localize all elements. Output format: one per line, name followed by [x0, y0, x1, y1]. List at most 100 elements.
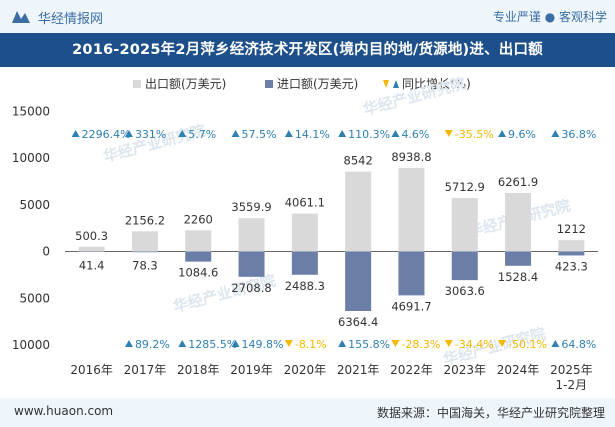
growth-label: 2296.4%: [82, 128, 131, 141]
export-value-label: 2156.2: [125, 213, 165, 227]
y-axis: 15000 10000 5000 0 5000 10000: [12, 104, 50, 352]
export-bar: [131, 231, 158, 252]
watermarks: 华经产业研究院华经产业研究院华经产业研究院华经产业研究院华经产业研究院: [101, 74, 572, 369]
chart: 出口额(万美元) 进口额(万美元) 同比增长(%) 华经产业研究院华经产业研究院华经…: [12, 74, 598, 392]
import-bar: [131, 251, 158, 253]
x-axis-labels: 2016年 2017年 2018年 2019年 2020年 2021年 2022年 2023年…: [70, 363, 592, 392]
legend-export-swatch: [133, 80, 141, 88]
export-bar: [345, 171, 372, 252]
import-bar: [185, 251, 212, 262]
import-value-label: 423.3: [555, 259, 588, 273]
export-value-label: 1212: [557, 222, 586, 236]
y-tick-label: 10000: [12, 338, 50, 352]
up-triangle-icon: [178, 130, 187, 137]
footer-source: 数据来源：中国海关，华经产业研究院整理: [376, 406, 605, 420]
x-tick-label: 2018年: [177, 363, 220, 377]
export-value-label: 6261.9: [498, 175, 538, 189]
x-tick-label: 2024年: [497, 363, 540, 377]
down-triangle-icon: [284, 340, 293, 347]
export-value-label: 5712.9: [445, 180, 485, 194]
up-triangle-icon: [231, 340, 240, 347]
export-bar: [398, 167, 425, 252]
import-value-label: 2488.3: [285, 279, 325, 293]
down-triangle-icon: [498, 340, 507, 347]
title-bar: [0, 33, 615, 67]
bars: [78, 167, 585, 312]
growth-label: 14.1%: [295, 128, 330, 141]
export-bar: [291, 213, 318, 252]
export-bar: [238, 218, 265, 252]
x-tick-label: 2023年: [443, 363, 486, 377]
down-triangle-icon: [391, 340, 400, 347]
import-bar: [345, 251, 372, 312]
growth-labels: 2296.4% 331% 5.7% 57.5% 14.1% 110.3% 4.6% -35.5…: [71, 128, 596, 351]
import-value-label: 1528.4: [498, 270, 538, 284]
export-bar: [185, 230, 212, 252]
up-triangle-icon: [338, 130, 347, 137]
export-value-label: 2260: [184, 212, 213, 226]
growth-label: 57.5%: [242, 128, 277, 141]
growth-label: 149.8%: [242, 338, 284, 351]
legend-up-triangle-icon: [393, 80, 399, 88]
up-triangle-icon: [551, 340, 560, 347]
y-tick-label: 5000: [19, 291, 50, 305]
up-triangle-icon: [391, 130, 400, 137]
legend-growth-label: 同比增长(%): [402, 77, 471, 91]
growth-label: -50.1%: [508, 338, 547, 351]
x-tick-label: 2017年: [124, 363, 167, 377]
growth-label: 89.2%: [135, 338, 170, 351]
data-labels: 500.3 41.4 2156.2 78.3 2260 1084.6 3559.9 2708.…: [75, 150, 588, 329]
x-tick-label: 2019年: [230, 363, 273, 377]
footer-bar: [0, 398, 615, 427]
chart-title: 2016-2025年2月萍乡经济技术开发区(境内目的地/货源地)进、出口额: [72, 42, 543, 58]
footer-website: www.huaon.com: [14, 404, 114, 418]
site-name: 华经情报网: [38, 12, 104, 27]
export-bar: [78, 246, 105, 252]
growth-label: -34.4%: [455, 338, 494, 351]
legend-import-swatch: [265, 80, 273, 88]
header-bar: [0, 0, 615, 33]
export-bar: [505, 192, 532, 252]
up-triangle-icon: [124, 130, 133, 137]
up-triangle-icon: [231, 130, 240, 137]
x-tick-label: 2022年: [390, 363, 433, 377]
import-value-label: 3063.6: [445, 284, 485, 298]
growth-label: 9.6%: [508, 128, 536, 141]
up-triangle-icon: [284, 130, 293, 137]
import-value-label: 2708.8: [231, 281, 271, 295]
export-bar: [451, 198, 478, 252]
growth-label: -35.5%: [455, 128, 494, 141]
up-triangle-icon: [124, 340, 133, 347]
export-bar: [558, 240, 585, 252]
export-value-label: 8938.8: [391, 150, 431, 164]
growth-label: 110.3%: [348, 128, 390, 141]
import-bar: [505, 251, 532, 266]
growth-label: 4.6%: [401, 128, 429, 141]
import-bar: [398, 251, 425, 296]
growth-label: 36.8%: [561, 128, 596, 141]
legend-down-triangle-icon: [383, 80, 389, 88]
export-value-label: 500.3: [75, 229, 108, 243]
import-bar: [558, 251, 585, 256]
growth-label: -8.1%: [295, 338, 327, 351]
growth-label: -28.3%: [401, 338, 440, 351]
import-value-label: 1084.6: [178, 266, 218, 280]
export-value-label: 8542: [344, 154, 373, 168]
y-tick-label: 10000: [12, 151, 50, 165]
growth-label: 5.7%: [188, 128, 216, 141]
y-tick-label: 15000: [12, 104, 50, 118]
tagline: 专业严谨 ● 客观科学: [492, 10, 607, 24]
growth-label: 155.8%: [348, 338, 390, 351]
up-triangle-icon: [71, 130, 80, 137]
up-triangle-icon: [338, 340, 347, 347]
import-bar: [238, 251, 265, 277]
import-value-label: 4691.7: [391, 299, 431, 313]
y-tick-label: 5000: [19, 198, 50, 212]
legend-export-label: 出口额(万美元): [145, 77, 226, 91]
x-tick-label: 2025年: [550, 363, 593, 377]
down-triangle-icon: [444, 340, 453, 347]
y-tick-label: 0: [42, 245, 50, 259]
up-triangle-icon: [498, 130, 507, 137]
growth-label: 1285.5%: [188, 338, 237, 351]
import-bar: [291, 251, 318, 275]
